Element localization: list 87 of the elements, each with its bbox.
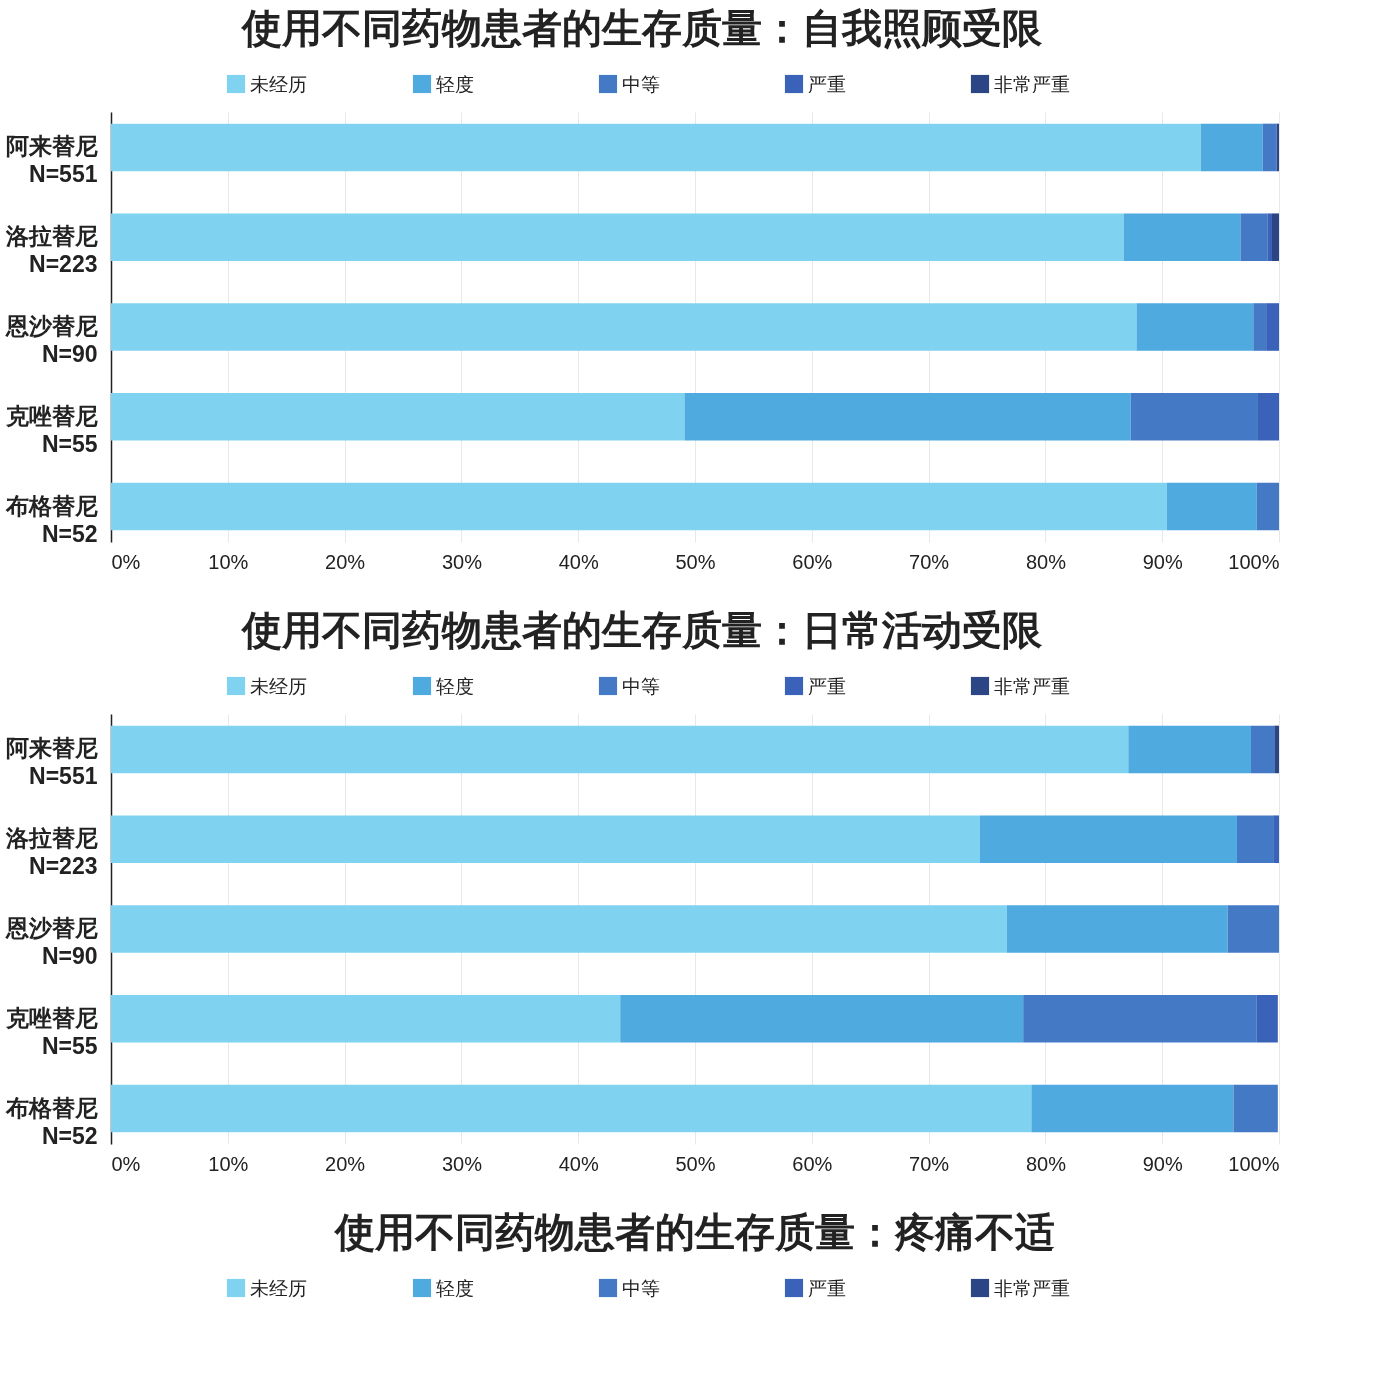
bar [1200,123,1263,172]
bar [1006,905,1228,953]
x-tick-label: 80% [1025,1152,1067,1175]
y-tick-label: 克唑替尼 N=55 [4,1004,98,1059]
bar [1273,815,1279,864]
legend-label: 轻度 [436,74,474,95]
legend-label: 中等 [622,676,660,697]
legend-label: 中等 [622,74,660,95]
bar [111,303,1137,351]
x-tick-label: 90% [1142,1152,1183,1175]
legend-label: 未经历 [250,74,307,95]
bar [979,815,1237,864]
bar [111,994,621,1043]
bar [1136,303,1254,351]
bar [1256,994,1278,1043]
x-tick-label: 50% [675,1152,716,1175]
x-tick-label: 60% [792,1152,833,1175]
chart-title: 使用不同药物患者的生存质量：自我照顾受限 [240,6,1043,50]
x-tick-label: 0% [111,550,141,573]
x-tick-label: 80% [1025,550,1067,573]
x-tick-label: 40% [558,1152,599,1175]
bar [1256,482,1279,531]
bar [1267,213,1272,262]
bar [1166,482,1257,531]
bar [620,994,1024,1043]
x-tick-label: 100% [1228,550,1280,573]
bar [1266,303,1279,351]
bar [1271,213,1279,262]
bar [1128,725,1251,774]
legend-label: 非常严重 [994,1278,1070,1299]
legend-label: 轻度 [436,1278,474,1299]
bar [1227,905,1279,953]
bar [1257,392,1279,441]
bar [1240,213,1268,262]
x-tick-label: 50% [675,550,716,573]
bar [1123,213,1241,262]
bar [111,482,1167,531]
bar [1130,392,1258,441]
x-tick-label: 90% [1142,550,1183,573]
x-tick-label: 70% [909,1152,950,1175]
y-tick-label: 阿来替尼 N=551 [5,133,98,188]
bar [111,392,685,441]
x-tick-label: 60% [792,550,833,573]
x-tick-label: 30% [441,1152,483,1175]
bar [111,905,1007,953]
chart-title: 使用不同药物患者的生存质量：日常活动受限 [240,608,1043,652]
x-tick-label: 20% [325,1152,366,1175]
y-tick-label: 布格替尼 N=52 [4,1094,98,1149]
legend-label: 严重 [808,1278,846,1299]
bar [1233,1084,1278,1133]
bar [1023,994,1257,1043]
y-tick-label: 洛拉替尼 N=223 [4,825,98,880]
bar [1031,1084,1234,1133]
x-tick-label: 10% [208,1152,249,1175]
x-tick-label: 20% [325,550,366,573]
legend-label: 未经历 [250,1278,307,1299]
legend-label: 未经历 [250,676,307,697]
legend-label: 严重 [808,676,846,697]
bar [111,1084,1032,1133]
legend-label: 非常严重 [994,676,1070,697]
x-tick-label: 10% [208,550,249,573]
x-tick-label: 70% [909,550,950,573]
text: 使用不同药物患者的生存质量：疼痛不适 [333,1210,1055,1254]
y-tick-label: 克唑替尼 N=55 [4,402,98,457]
legend-label: 中等 [622,1278,660,1299]
x-tick-label: 30% [441,550,483,573]
bar [1236,815,1274,864]
bar [111,815,980,864]
bar [111,213,1124,262]
y-tick-label: 洛拉替尼 N=223 [4,223,98,278]
bar [1274,725,1279,774]
bar [1250,725,1275,774]
x-tick-label: 0% [111,1152,141,1175]
bar [111,725,1129,774]
legend-label: 严重 [808,74,846,95]
x-tick-label: 100% [1228,1152,1280,1175]
bar [1253,303,1267,351]
bar [684,392,1131,441]
y-tick-label: 布格替尼 N=52 [4,492,98,547]
x-tick-label: 40% [558,550,599,573]
bar [1262,123,1277,172]
legend-label: 非常严重 [994,74,1070,95]
y-tick-label: 恩沙替尼 N=90 [4,313,98,367]
bar [111,123,1201,172]
y-tick-label: 恩沙替尼 N=90 [4,915,98,969]
legend-label: 轻度 [436,676,474,697]
y-tick-label: 阿来替尼 N=551 [5,735,98,790]
